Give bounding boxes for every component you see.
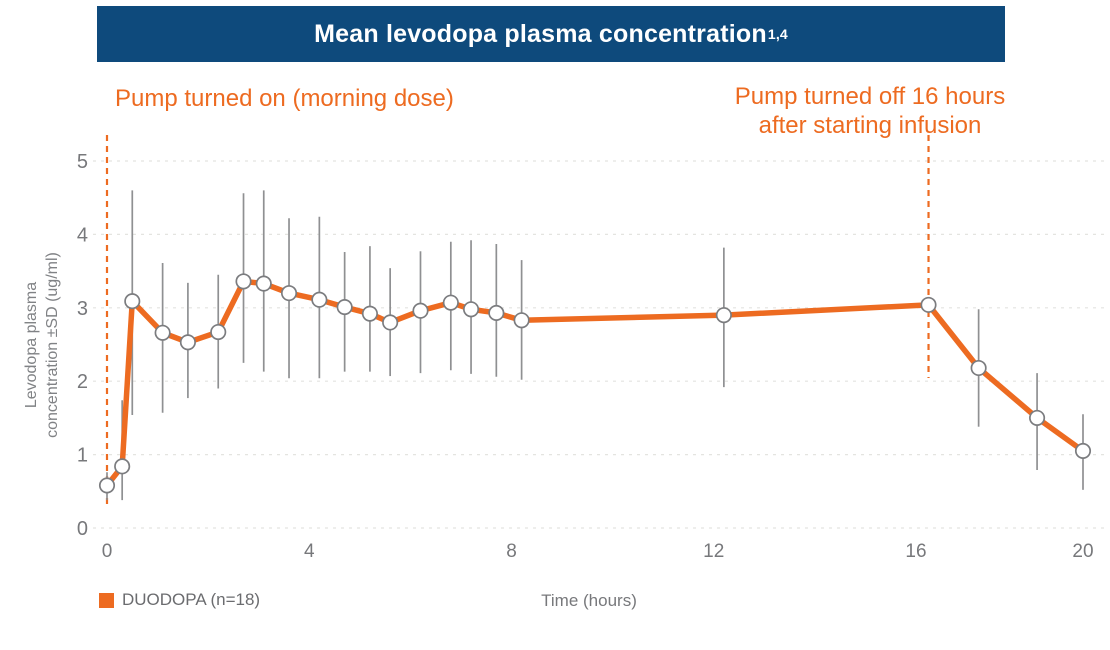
data-point-marker — [462, 301, 480, 318]
data-point-marker — [412, 302, 429, 319]
data-point-marker — [1029, 409, 1046, 426]
x-tick-label: 4 — [304, 541, 315, 562]
y-tick-label: 1 — [77, 445, 88, 467]
y-tick-label: 4 — [77, 224, 88, 246]
annotation-pump-off: Pump turned off 16 hours after starting … — [650, 82, 1090, 140]
legend-label: DUODOPA (n=18) — [122, 590, 261, 609]
data-point-marker — [1074, 442, 1092, 459]
x-tick-label: 16 — [905, 541, 926, 562]
chart-title-bar: Mean levodopa plasma concentration 1,4 — [97, 6, 1005, 62]
data-point-marker — [210, 323, 227, 341]
x-tick-label: 20 — [1072, 541, 1093, 562]
y-tick-label: 3 — [77, 298, 88, 320]
data-point-marker — [488, 304, 505, 321]
data-point-marker — [970, 359, 987, 377]
data-point-marker — [361, 305, 378, 322]
y-tick-label: 2 — [77, 371, 88, 393]
x-tick-label: 12 — [703, 541, 724, 562]
data-point-marker — [280, 285, 298, 302]
data-point-marker — [98, 477, 116, 494]
chart-title: Mean levodopa plasma concentration — [314, 19, 767, 48]
data-point-marker — [920, 296, 937, 313]
x-tick-label: 0 — [102, 541, 113, 562]
y-tick-label: 0 — [77, 518, 88, 540]
data-point-marker — [513, 312, 530, 329]
data-point-marker — [311, 291, 328, 308]
legend: DUODOPA (n=18) — [99, 590, 260, 610]
y-tick-label: 5 — [77, 151, 88, 173]
y-axis-title-line2: concentration ±SD (ug/ml) — [44, 252, 61, 438]
y-axis-title-line1: Levodopa plasma — [23, 281, 40, 409]
data-point-marker — [124, 293, 141, 310]
x-axis-title: Time (hours) — [541, 591, 637, 610]
data-point-marker — [336, 299, 353, 316]
y-axis-title: Levodopa plasma concentration ±SD (ug/ml… — [21, 210, 63, 480]
annotation-pump-off-line2: after starting infusion — [758, 112, 982, 139]
annotation-pump-off-line1: Pump turned off 16 hours — [734, 83, 1006, 110]
data-point-marker — [715, 307, 732, 324]
data-point-marker — [154, 324, 171, 341]
data-point-marker — [255, 275, 272, 292]
legend-swatch — [99, 592, 114, 608]
data-point-marker — [442, 294, 459, 311]
x-tick-label: 8 — [506, 541, 517, 562]
annotation-pump-on: Pump turned on (morning dose) — [115, 85, 454, 112]
data-point-marker — [179, 334, 196, 351]
data-point-marker — [382, 314, 399, 331]
data-point-marker — [235, 273, 252, 290]
data-point-marker — [114, 458, 131, 475]
